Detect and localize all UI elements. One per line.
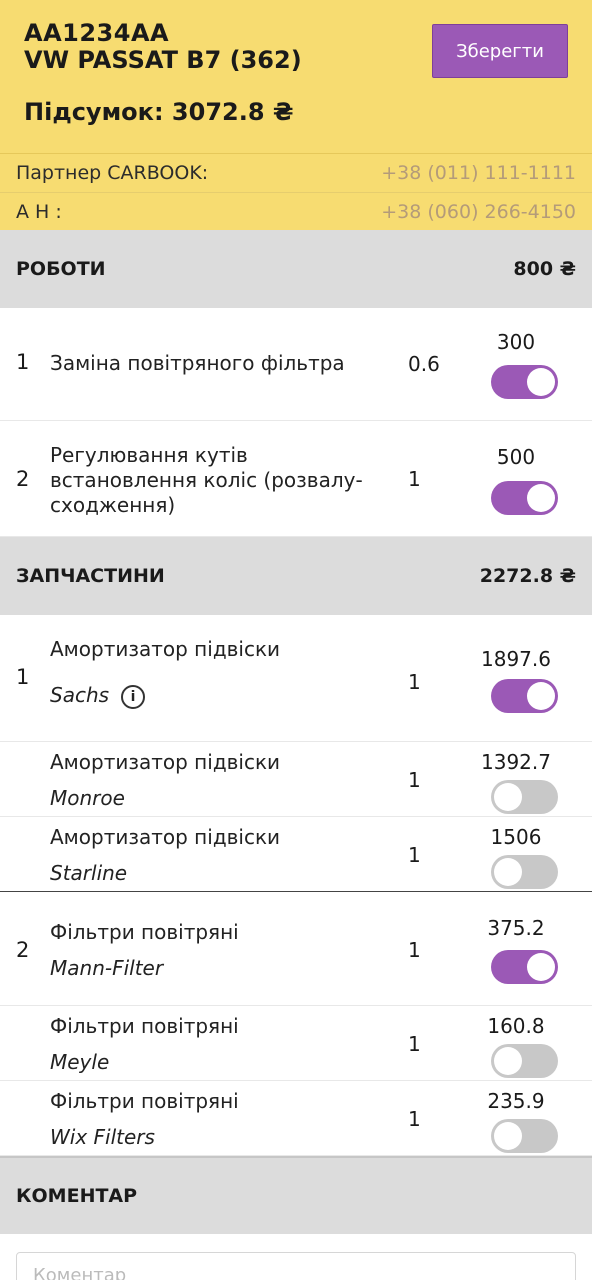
work-row: 1 Заміна повітряного фільтра 0.6 300 xyxy=(0,308,592,421)
toggle-knob xyxy=(527,368,555,396)
part-name: Амортизатор підвіски xyxy=(50,825,281,849)
work-name: Заміна повітряного фільтра xyxy=(50,351,345,375)
part-price: 1506 xyxy=(490,825,542,849)
section-sum: 800 ₴ xyxy=(513,258,576,280)
toggle-knob xyxy=(527,484,555,512)
section-title: ЗАПЧАСТИНИ xyxy=(16,565,165,587)
license-plate: AA1234AA xyxy=(24,19,170,47)
part-toggle[interactable] xyxy=(491,679,558,713)
toggle-knob xyxy=(494,1047,522,1075)
part-name: Фільтри повітряні xyxy=(50,920,239,944)
toggle-knob xyxy=(494,783,522,811)
part-toggle[interactable] xyxy=(491,950,558,984)
work-qty: 0.6 xyxy=(408,352,440,376)
part-qty: 1 xyxy=(408,670,421,694)
part-name: Фільтри повітряні xyxy=(50,1014,239,1038)
contact-phone-link[interactable]: +38 (060) 266-4150 xyxy=(381,200,576,223)
part-qty: 1 xyxy=(408,1032,421,1056)
part-name: Амортизатор підвіски xyxy=(50,750,281,774)
part-brand: Starline xyxy=(50,861,128,885)
part-brand: Wix Filters xyxy=(50,1125,155,1149)
part-option-row: 2 Фільтри повітряні Mann-Filter 1 375.2 xyxy=(0,892,592,1006)
part-toggle[interactable] xyxy=(491,780,558,814)
work-name: Регулювання кутів встановлення коліс (ро… xyxy=(50,443,363,517)
order-total: Підсумок: 3072.8 ₴ xyxy=(24,98,294,126)
part-option-row: Фільтри повітряні Meyle 1 160.8 xyxy=(0,1006,592,1081)
works-section-header: РОБОТИ 800 ₴ xyxy=(0,230,592,308)
work-toggle[interactable] xyxy=(491,481,558,515)
part-qty: 1 xyxy=(408,768,421,792)
work-price: 300 xyxy=(496,330,536,354)
part-price: 1897.6 xyxy=(481,647,551,671)
contact-label: А Н : xyxy=(16,200,62,223)
part-name: Фільтри повітряні xyxy=(50,1089,239,1113)
parts-section-header: ЗАПЧАСТИНИ 2272.8 ₴ xyxy=(0,537,592,615)
contact-phone-link[interactable]: +38 (011) 111-1111 xyxy=(381,162,576,184)
part-option-row: 1 Амортизатор підвіски Sachs i 1 1897.6 xyxy=(0,615,592,742)
part-brand: Mann-Filter xyxy=(50,956,164,980)
row-index: 1 xyxy=(16,665,30,689)
comment-section-header: КОМЕНТАР xyxy=(0,1156,592,1234)
section-title: КОМЕНТАР xyxy=(16,1185,138,1207)
row-index: 1 xyxy=(16,350,30,374)
part-price: 160.8 xyxy=(487,1014,545,1038)
row-index: 2 xyxy=(16,938,30,962)
contact-partner: Партнер CARBOOK: +38 (011) 111-1111 xyxy=(0,154,592,192)
part-toggle[interactable] xyxy=(491,1119,558,1153)
part-brand: Monroe xyxy=(50,786,125,810)
part-qty: 1 xyxy=(408,1107,421,1131)
work-row: 2 Регулювання кутів встановлення коліс (… xyxy=(0,421,592,537)
save-button[interactable]: Зберегти xyxy=(432,24,568,78)
part-brand: Sachs i xyxy=(50,683,146,709)
toggle-knob xyxy=(494,1122,522,1150)
part-price: 1392.7 xyxy=(481,750,551,774)
part-qty: 1 xyxy=(408,843,421,867)
part-brand: Meyle xyxy=(50,1050,110,1074)
order-header: AA1234AA VW PASSAT B7 (362) Підсумок: 30… xyxy=(0,0,592,153)
work-toggle[interactable] xyxy=(491,365,558,399)
car-model: VW PASSAT B7 (362) xyxy=(24,46,302,74)
part-toggle[interactable] xyxy=(491,1044,558,1078)
toggle-knob xyxy=(527,953,555,981)
part-option-row: Фільтри повітряні Wix Filters 1 235.9 xyxy=(0,1081,592,1156)
toggle-knob xyxy=(494,858,522,886)
part-qty: 1 xyxy=(408,938,421,962)
work-qty: 1 xyxy=(408,467,421,491)
part-price: 235.9 xyxy=(487,1089,545,1113)
part-option-row: Амортизатор підвіски Starline 1 1506 xyxy=(0,817,592,892)
contact-manager: А Н : +38 (060) 266-4150 xyxy=(0,192,592,230)
section-title: РОБОТИ xyxy=(16,258,106,280)
part-toggle[interactable] xyxy=(491,855,558,889)
contacts-block: Партнер CARBOOK: +38 (011) 111-1111 А Н … xyxy=(0,153,592,230)
info-icon[interactable]: i xyxy=(121,684,146,709)
part-price: 375.2 xyxy=(487,916,545,940)
row-index: 2 xyxy=(16,467,30,491)
work-price: 500 xyxy=(496,445,536,469)
brand-label: Sachs xyxy=(50,683,110,707)
comment-input[interactable]: Коментар xyxy=(16,1252,576,1280)
section-sum: 2272.8 ₴ xyxy=(479,565,576,587)
toggle-knob xyxy=(527,682,555,710)
part-option-row: Амортизатор підвіски Monroe 1 1392.7 xyxy=(0,742,592,817)
part-name: Амортизатор підвіски xyxy=(50,637,281,661)
contact-label: Партнер CARBOOK: xyxy=(16,162,209,184)
